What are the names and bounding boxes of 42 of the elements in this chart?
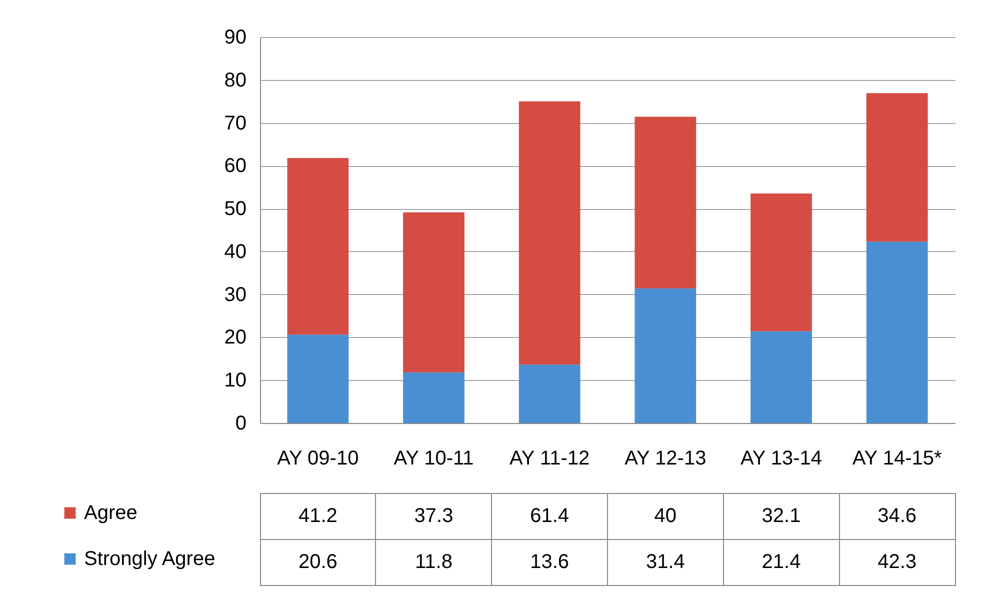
bar [750,331,812,423]
x-tick-label: AY 13-14 [740,448,822,470]
y-tick-label: 70 [224,112,246,134]
bar [866,242,928,423]
data-label: 21.4 [762,551,801,573]
data-label: 31.4 [646,551,685,573]
bar [287,334,349,423]
data-label: 42.3 [878,551,917,573]
y-tick-label: 40 [224,240,246,263]
legend-label: Strongly Agree [84,548,216,570]
y-tick-label: 60 [224,155,246,178]
bar [866,93,928,242]
bar [634,116,696,288]
bar [518,364,580,423]
data-label: 37.3 [414,505,454,527]
bar [634,288,696,423]
x-tick-label: AY 12-13 [624,448,706,470]
y-tick-label: 90 [224,26,246,48]
x-tick-label: AY 14-15* [852,448,942,470]
x-tick-label: AY 09-10 [277,448,359,470]
data-label: 11.8 [415,551,452,573]
legend-label: Agree [84,502,138,524]
y-tick-label: 20 [224,326,246,349]
bar [403,372,464,423]
data-label: 32.1 [762,505,801,527]
data-label: 61.4 [530,505,570,527]
data-label: 41.2 [298,505,338,527]
data-label: 13.6 [530,551,570,573]
data-label: 34.6 [878,505,917,527]
y-tick-label: 80 [224,69,246,92]
bar [287,158,349,335]
x-tick-label: AY 11-12 [510,448,590,470]
y-tick-label: 30 [224,284,246,306]
bar [750,194,812,332]
y-tick-label: 0 [235,412,246,434]
data-label: 40 [654,505,677,527]
y-tick-label: 50 [224,198,246,220]
bar [403,212,464,372]
x-tick-label: AY 10-11 [394,448,474,470]
y-tick-label: 10 [224,370,246,392]
data-label: 20.6 [298,551,338,573]
bar [518,101,580,365]
